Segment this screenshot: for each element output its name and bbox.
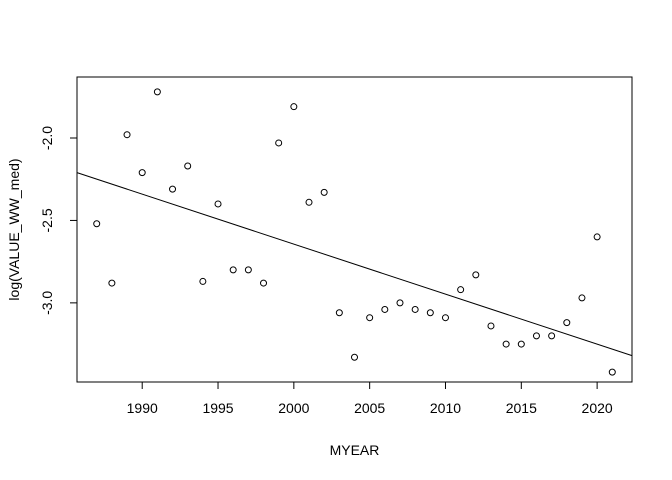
- x-tick-label: 1995: [202, 400, 233, 416]
- data-point: [366, 314, 374, 322]
- data-point: [381, 305, 389, 313]
- x-tick-label: 2005: [354, 400, 385, 416]
- data-point: [396, 299, 404, 307]
- data-points: [93, 88, 616, 376]
- data-point: [411, 305, 419, 313]
- x-axis: 1990 1995 2000 2005 2010 2015 2020: [127, 381, 613, 416]
- data-point: [138, 169, 146, 177]
- x-axis-label: MYEAR: [330, 442, 380, 458]
- data-point: [169, 185, 177, 193]
- data-point: [108, 279, 116, 287]
- data-point: [578, 294, 586, 302]
- data-point: [457, 286, 465, 294]
- regression-line: [76, 172, 633, 357]
- x-tick-label: 2015: [506, 400, 537, 416]
- data-point: [93, 220, 101, 228]
- y-axis-label: log(VALUE_WW_med): [6, 158, 22, 300]
- data-point: [426, 309, 434, 317]
- trend-line-group: [76, 172, 633, 357]
- data-point: [260, 279, 268, 287]
- data-point: [290, 103, 298, 111]
- data-point: [275, 139, 283, 147]
- data-point: [563, 319, 571, 327]
- data-point: [184, 162, 192, 170]
- data-point: [199, 277, 207, 285]
- data-point: [305, 198, 313, 206]
- x-tick-label: 1990: [127, 400, 158, 416]
- data-point: [244, 266, 252, 274]
- data-point: [548, 332, 556, 340]
- y-tick-label: -2.5: [39, 208, 55, 232]
- data-point: [441, 314, 449, 322]
- data-point: [487, 322, 495, 330]
- data-point: [320, 188, 328, 196]
- y-axis: -3.0 -2.5 -2.0: [39, 126, 78, 315]
- data-point: [351, 353, 358, 361]
- data-point: [608, 368, 616, 376]
- data-point: [153, 88, 161, 96]
- x-tick-label: 2000: [278, 400, 309, 416]
- x-tick-label: 2010: [430, 400, 461, 416]
- data-point: [472, 271, 480, 279]
- data-point: [593, 233, 601, 241]
- data-point: [532, 332, 540, 340]
- data-point: [517, 340, 525, 348]
- data-point: [502, 340, 510, 348]
- data-point: [229, 266, 237, 274]
- y-tick-label: -2.0: [39, 126, 55, 150]
- data-point: [335, 309, 343, 317]
- data-point: [214, 200, 222, 208]
- x-tick-label: 2020: [582, 400, 613, 416]
- data-point: [123, 131, 131, 139]
- y-tick-label: -3.0: [39, 291, 55, 315]
